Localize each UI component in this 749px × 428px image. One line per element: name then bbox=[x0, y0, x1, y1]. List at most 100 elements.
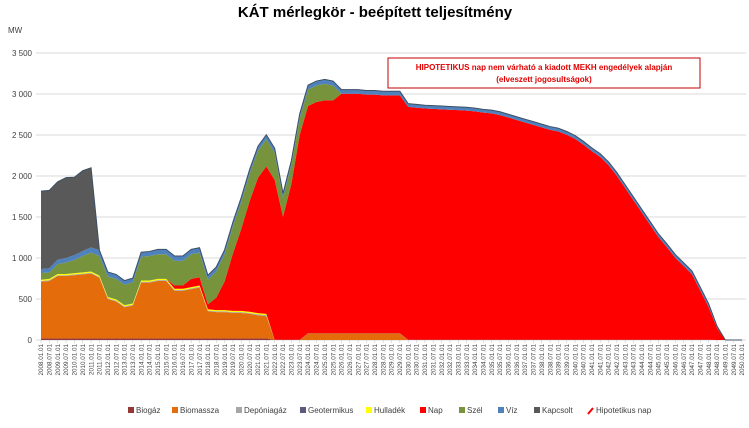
y-tick-label: 2 500 bbox=[12, 131, 33, 140]
x-tick-label: 2036.07.01 bbox=[514, 344, 521, 376]
x-tick-label: 2011.07.01 bbox=[97, 344, 104, 376]
x-tick-label: 2046.07.01 bbox=[681, 344, 688, 376]
legend-swatch bbox=[236, 407, 242, 413]
x-tick-label: 2022.01.01 bbox=[272, 344, 279, 376]
x-tick-label: 2031.01.01 bbox=[422, 344, 429, 376]
legend-item-depóniagáz: Depóniagáz bbox=[236, 406, 287, 415]
legend-item-kapcsolt: Kapcsolt bbox=[534, 406, 573, 415]
legend: Biogáz Biomassza Depóniagáz Geotermikus Hull… bbox=[128, 406, 652, 415]
x-tick-label: 2015.07.01 bbox=[163, 344, 170, 376]
x-tick-label: 2025.01.01 bbox=[322, 344, 329, 376]
legend-label: Hipotetikus nap bbox=[596, 406, 652, 415]
x-tick-label: 2024.07.01 bbox=[314, 344, 321, 376]
x-tick-label: 2047.01.01 bbox=[689, 344, 696, 376]
x-tick-label: 2030.07.01 bbox=[414, 344, 421, 376]
x-tick-label: 2038.01.01 bbox=[539, 344, 546, 376]
x-tick-label: 2023.07.01 bbox=[297, 344, 304, 376]
legend-label: Depóniagáz bbox=[244, 406, 287, 415]
legend-item-biogáz: Biogáz bbox=[128, 406, 160, 415]
x-tick-label: 2027.07.01 bbox=[364, 344, 371, 376]
x-tick-label: 2030.01.01 bbox=[405, 344, 412, 376]
x-tick-label: 2010.01.01 bbox=[72, 344, 79, 376]
x-tick-label: 2028.07.01 bbox=[380, 344, 387, 376]
area-biogáz bbox=[41, 338, 742, 340]
x-tick-label: 2026.01.01 bbox=[339, 344, 346, 376]
y-axis-label: MW bbox=[8, 26, 23, 35]
x-tick-label: 2035.07.01 bbox=[497, 344, 504, 376]
chart-title: KÁT mérlegkör - beépített teljesítmény bbox=[238, 4, 513, 21]
y-tick-label: 1 000 bbox=[12, 254, 33, 263]
y-tick-label: 2 000 bbox=[12, 172, 33, 181]
x-tick-label: 2014.07.01 bbox=[147, 344, 154, 376]
legend-item-víz: Víz bbox=[498, 406, 518, 415]
x-tick-label: 2019.07.01 bbox=[230, 344, 237, 376]
x-tick-label: 2031.07.01 bbox=[430, 344, 437, 376]
x-tick-label: 2039.01.01 bbox=[556, 344, 563, 376]
y-axis-ticks: 0 500 1 000 1 500 2 000 2 500 3 000 3 500 bbox=[12, 49, 33, 345]
x-tick-label: 2040.01.01 bbox=[572, 344, 579, 376]
x-tick-label: 2029.01.01 bbox=[389, 344, 396, 376]
legend-item-hulladék: Hulladék bbox=[366, 406, 406, 415]
legend-swatch bbox=[128, 407, 134, 413]
legend-swatch bbox=[534, 407, 540, 413]
x-tick-label: 2018.01.01 bbox=[205, 344, 212, 376]
x-tick-label: 2010.07.01 bbox=[80, 344, 87, 376]
x-tick-label: 2036.01.01 bbox=[506, 344, 513, 376]
legend-label: Szél bbox=[467, 406, 483, 415]
x-tick-label: 2012.07.01 bbox=[113, 344, 120, 376]
x-tick-label: 2020.01.01 bbox=[238, 344, 245, 376]
x-tick-label: 2025.07.01 bbox=[330, 344, 337, 376]
x-tick-label: 2048.07.01 bbox=[714, 344, 721, 376]
x-tick-label: 2037.07.01 bbox=[531, 344, 538, 376]
x-tick-label: 2027.01.01 bbox=[355, 344, 362, 376]
x-tick-label: 2017.07.01 bbox=[197, 344, 204, 376]
annotation-line-2: (elveszett jogosultságok) bbox=[496, 75, 592, 84]
legend-swatch bbox=[172, 407, 178, 413]
x-tick-label: 2046.01.01 bbox=[672, 344, 679, 376]
x-tick-label: 2022.07.01 bbox=[280, 344, 287, 376]
x-tick-label: 2049.01.01 bbox=[723, 344, 730, 376]
legend-swatch bbox=[459, 407, 465, 413]
x-tick-label: 2033.07.01 bbox=[464, 344, 471, 376]
legend-label: Hulladék bbox=[374, 406, 406, 415]
x-tick-label: 2034.01.01 bbox=[472, 344, 479, 376]
x-tick-label: 2049.07.01 bbox=[731, 344, 738, 376]
x-tick-label: 2013.07.01 bbox=[130, 344, 137, 376]
x-tick-label: 2045.07.01 bbox=[664, 344, 671, 376]
legend-item-geotermikus: Geotermikus bbox=[300, 406, 353, 415]
x-axis-ticks: 2008.01.01 2008.07.01 2009.01.01 2009.07.01… bbox=[38, 340, 746, 376]
x-tick-label: 2016.07.01 bbox=[180, 344, 187, 376]
x-tick-label: 2039.07.01 bbox=[564, 344, 571, 376]
annotation-box: HIPOTETIKUS nap nem várható a kiadott ME… bbox=[387, 57, 701, 89]
x-tick-label: 2050.01.01 bbox=[739, 344, 746, 376]
total-outline bbox=[40, 78, 742, 341]
x-tick-label: 2043.01.01 bbox=[622, 344, 629, 376]
x-tick-label: 2018.07.01 bbox=[213, 344, 220, 376]
y-tick-label: 500 bbox=[19, 295, 33, 304]
x-tick-label: 2012.01.01 bbox=[105, 344, 112, 376]
x-tick-label: 2026.07.01 bbox=[347, 344, 354, 376]
x-tick-label: 2011.01.01 bbox=[88, 344, 95, 376]
area-biomassza bbox=[41, 273, 742, 340]
x-tick-label: 2029.07.01 bbox=[397, 344, 404, 376]
x-tick-label: 2009.01.01 bbox=[55, 344, 62, 376]
x-tick-label: 2023.01.01 bbox=[289, 344, 296, 376]
x-tick-label: 2015.01.01 bbox=[155, 344, 162, 376]
x-tick-label: 2048.01.01 bbox=[706, 344, 713, 376]
x-tick-label: 2044.07.01 bbox=[647, 344, 654, 376]
y-tick-label: 3 500 bbox=[12, 49, 33, 58]
legend-item-hipotetikus-nap: Hipotetikus nap bbox=[587, 406, 652, 415]
x-tick-label: 2008.01.01 bbox=[38, 344, 45, 376]
x-tick-label: 2016.01.01 bbox=[172, 344, 179, 376]
legend-swatch bbox=[587, 407, 594, 415]
legend-item-biomassza: Biomassza bbox=[172, 406, 220, 415]
x-tick-label: 2041.07.01 bbox=[597, 344, 604, 376]
legend-label: Kapcsolt bbox=[542, 406, 573, 415]
annotation-line-1: HIPOTETIKUS nap nem várható a kiadott ME… bbox=[416, 63, 673, 72]
x-tick-label: 2035.01.01 bbox=[489, 344, 496, 376]
x-tick-label: 2019.01.01 bbox=[222, 344, 229, 376]
x-tick-label: 2020.07.01 bbox=[247, 344, 254, 376]
x-tick-label: 2021.07.01 bbox=[264, 344, 271, 376]
